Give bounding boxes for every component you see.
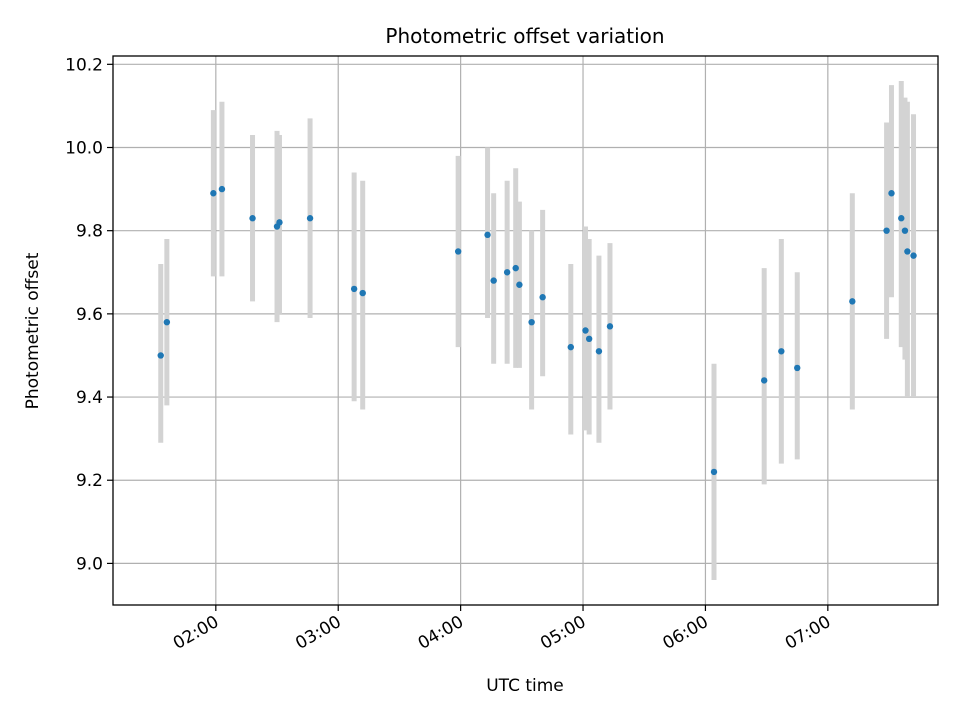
- y-tick-label: 9.0: [76, 554, 103, 574]
- data-point: [898, 215, 905, 222]
- data-point: [276, 219, 283, 226]
- data-point: [157, 352, 164, 359]
- data-point: [350, 285, 358, 293]
- y-tick-label: 9.2: [76, 471, 103, 491]
- data-point: [512, 264, 519, 272]
- chart-title: Photometric offset variation: [385, 24, 664, 48]
- data-point: [218, 185, 226, 193]
- data-point: [606, 323, 614, 330]
- plot-area-frame: [112, 55, 939, 606]
- data-point: [163, 318, 171, 326]
- data-point: [210, 190, 217, 197]
- data-point: [490, 277, 497, 284]
- data-point: [539, 294, 546, 301]
- data-point: [849, 298, 856, 305]
- data-point: [904, 248, 911, 255]
- data-point: [778, 348, 785, 355]
- x-axis-title: UTC time: [486, 676, 564, 696]
- data-points: [157, 185, 917, 476]
- data-point: [484, 231, 491, 239]
- data-point: [503, 269, 511, 276]
- data-point: [760, 377, 768, 384]
- data-point: [359, 289, 366, 297]
- y-tick-label: 10.2: [65, 55, 103, 75]
- y-tick-label: 10.0: [65, 139, 103, 159]
- y-tick-label: 9.4: [76, 388, 103, 408]
- data-point: [888, 190, 895, 197]
- data-point: [528, 318, 535, 326]
- data-point: [710, 468, 718, 476]
- y-tick-label: 9.8: [76, 222, 103, 242]
- data-point: [516, 281, 523, 288]
- data-point: [901, 227, 909, 234]
- data-point: [794, 364, 801, 372]
- data-point: [567, 343, 574, 351]
- data-point: [582, 327, 589, 334]
- data-point: [585, 335, 593, 343]
- y-tick-label: 9.6: [76, 305, 103, 325]
- data-point: [883, 227, 890, 234]
- data-point: [454, 248, 462, 255]
- data-point: [910, 252, 917, 259]
- data-point: [249, 215, 256, 222]
- data-point: [595, 348, 603, 355]
- data-point: [306, 215, 314, 222]
- y-axis-title: Photometric offset: [23, 252, 43, 409]
- y-axis-ticks: 9.0 9.2 9.4 9.6 9.8 10.0 10.2: [65, 55, 113, 574]
